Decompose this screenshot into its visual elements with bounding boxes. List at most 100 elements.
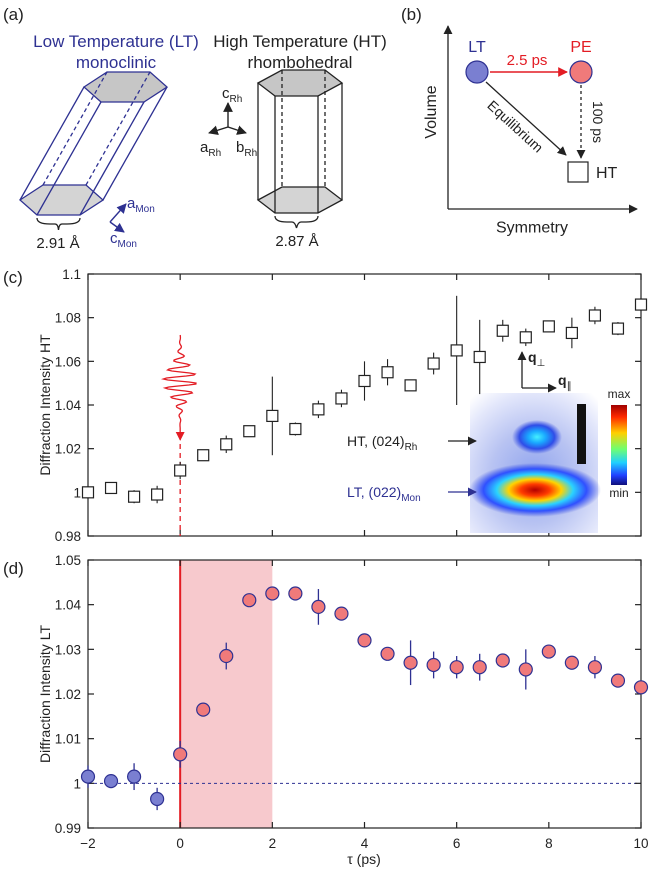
d-data-point [587, 660, 603, 675]
c-ytick-label: 1.02 [55, 442, 81, 457]
d-xtick-label: 8 [545, 836, 553, 851]
d-data-point [610, 673, 626, 688]
c-data-point [404, 379, 417, 392]
lt-state-label: LT [468, 39, 486, 56]
c-ytick-label: 1.1 [62, 267, 81, 282]
d-data-point [196, 702, 211, 717]
d-ytick-label: 1 [73, 776, 81, 791]
ht-diffraction-spot [512, 420, 562, 454]
c-data-point [266, 409, 279, 423]
d-ytick-label: 1.05 [55, 553, 81, 568]
panel-d-axis-ticks: 0.99 1 1.01 1.02 1.03 1.04 1.05 −2 0 2 4 6 8 10 [55, 553, 649, 851]
panel-c-label: (c) [3, 268, 23, 287]
c-data-point [127, 490, 141, 503]
d-ytick-label: 1.02 [55, 687, 81, 702]
c-data-point [450, 344, 463, 357]
c-data-point [381, 366, 394, 379]
c-data-point [634, 298, 648, 311]
c-data-point [243, 425, 256, 438]
axis-c-rh-label: cRh [222, 85, 242, 105]
equilibrium-label: Equilibrium [484, 97, 546, 156]
rhombohedral-cell-drawing [256, 69, 344, 214]
d-xtick-label: 10 [633, 836, 648, 851]
lt-width-label: 2.91 Å [36, 235, 79, 252]
c-data-point [197, 449, 210, 462]
c-data-point [289, 422, 302, 436]
equilibrium-arrow [485, 81, 567, 156]
panel-c: (c) Diffraction Intensity HT 0.98 1 1.02 1.… [3, 267, 648, 544]
d-data-point [265, 586, 280, 601]
d-data-point [80, 769, 96, 784]
rhombohedral-axes: cRh aRh bRh [200, 85, 257, 159]
c-data-point [565, 326, 578, 340]
d-data-point [564, 655, 579, 670]
c-data-point [151, 488, 164, 501]
c-data-point [611, 322, 625, 335]
d-xtick-label: 0 [176, 836, 184, 851]
pump-pulse-marker [160, 334, 197, 536]
c-data-point [473, 350, 486, 364]
ht-width-brace [274, 215, 319, 229]
c-data-point [496, 324, 509, 337]
axis-b-rh-label: bRh [236, 139, 257, 159]
lt-title-line1: Low Temperature (LT) [33, 32, 199, 51]
d-data-point [541, 644, 556, 659]
c-data-point [358, 374, 371, 388]
panel-b-label: (b) [401, 5, 422, 24]
ht-state-marker [567, 161, 589, 183]
ht-title-line1: High Temperature (HT) [213, 32, 387, 51]
d-data-point [126, 769, 142, 784]
c-ytick-label: 1 [73, 485, 81, 500]
lt-width-brace [36, 217, 81, 231]
c-data-point [312, 403, 325, 416]
colorbar-max-label: max [608, 387, 631, 401]
d-data-point [311, 599, 326, 615]
panel-c-ylabel: Diffraction Intensity HT [37, 334, 53, 476]
colorbar-min-label: min [609, 486, 628, 500]
c-ytick-label: 1.08 [55, 311, 81, 326]
c-data-point [519, 331, 532, 344]
c-ytick-label: 1.04 [55, 398, 82, 413]
monoclinic-axes: aMon cMon [109, 195, 155, 250]
d-data-point [219, 648, 234, 664]
panel-d-plot-frame [87, 559, 642, 829]
c-data-point [220, 438, 233, 451]
pump-pulse-waveform [160, 334, 197, 429]
panel-a: (a) Low Temperature (LT) monoclinic High… [3, 5, 387, 252]
c-data-point [104, 481, 118, 495]
d-ytick-label: 0.99 [55, 821, 81, 836]
panel-d-ylabel: Diffraction Intensity LT [37, 625, 53, 763]
panel-b: (b) Volume Symmetry LT PE 2.5 ps 100 ps … [401, 5, 638, 236]
d-data-point [403, 655, 418, 670]
axis-c-mon-label: cMon [110, 230, 137, 250]
c-data-point [81, 486, 95, 499]
volume-axis-label: Volume [423, 85, 440, 138]
axis-a-mon-label: aMon [127, 195, 155, 215]
symmetry-axis-label: Symmetry [496, 219, 568, 236]
lt-title-line2: monoclinic [76, 53, 157, 72]
d-data-point [426, 657, 441, 673]
lt-state-marker [465, 60, 489, 84]
panel-d-xlabel: τ (ps) [347, 851, 381, 867]
diffraction-inset: max min q⊥ q∥ HT, (024)Rh LT, (022)Mon [347, 349, 630, 533]
lt-diffraction-spot [469, 463, 601, 517]
panel-a-label: (a) [3, 5, 24, 24]
inset-scale-bar [577, 404, 586, 464]
pe-state-marker [569, 60, 593, 84]
q-par-label: q∥ [558, 372, 572, 392]
d-xtick-label: 6 [453, 836, 461, 851]
panel-d-label: (d) [3, 559, 24, 578]
d-data-point [242, 593, 257, 608]
c-data-point [427, 357, 440, 370]
ht-state-label: HT [596, 165, 618, 182]
panel-c-axis-ticks: 0.98 1 1.02 1.04 1.06 1.08 1.1 [55, 267, 642, 544]
d-data-point [380, 646, 395, 661]
c-data-point [588, 309, 602, 322]
d-data-point [495, 653, 510, 668]
c-ytick-label: 1.06 [55, 354, 81, 369]
d-data-point [472, 660, 487, 675]
panel-d-data-points [80, 586, 649, 811]
d-xtick-label: 2 [269, 836, 277, 851]
d-data-point [633, 680, 649, 695]
